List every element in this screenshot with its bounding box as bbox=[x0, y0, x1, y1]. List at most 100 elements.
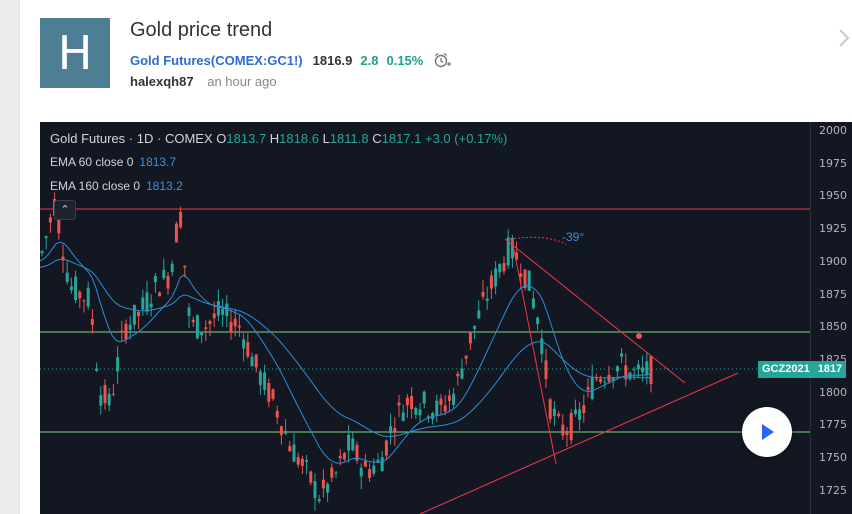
ema160-legend: EMA 160 close 0 1813.2 bbox=[50, 179, 183, 193]
collapse-legend-button[interactable]: ⌃ bbox=[54, 200, 76, 220]
candle-body bbox=[263, 372, 267, 390]
legend-symbol: Gold Futures bbox=[50, 131, 126, 146]
angle-label-1: -39° bbox=[562, 230, 585, 244]
alarm-clock-icon[interactable] bbox=[433, 51, 452, 69]
candle-body bbox=[200, 331, 204, 336]
candle-body bbox=[540, 338, 544, 354]
axis-tick-label: 1925 bbox=[819, 222, 847, 236]
candle-body bbox=[573, 409, 577, 415]
play-button[interactable] bbox=[742, 407, 792, 457]
candle-body bbox=[523, 269, 527, 289]
price-tag-symbol: GCZ2021 bbox=[762, 363, 810, 375]
axis-tick-label: 1725 bbox=[819, 483, 847, 497]
candle-body bbox=[544, 360, 548, 379]
candle-body bbox=[393, 427, 397, 433]
legend-change: +3.0 (+0.17%) bbox=[425, 131, 508, 146]
ema160-line bbox=[40, 258, 653, 438]
symbol-paren-close: ) bbox=[298, 52, 303, 68]
candle-body bbox=[95, 368, 99, 371]
candle-body bbox=[69, 286, 73, 291]
axis-tick-label: 1850 bbox=[819, 320, 847, 334]
candle-body bbox=[170, 263, 174, 273]
candle-body bbox=[405, 397, 409, 406]
candle-body bbox=[120, 330, 124, 333]
candle-body bbox=[641, 367, 645, 373]
candle-body bbox=[615, 366, 619, 372]
candle-body bbox=[548, 399, 552, 420]
ascending-trendline bbox=[419, 372, 739, 514]
candle-body bbox=[292, 444, 296, 462]
candle-body bbox=[620, 353, 624, 357]
candle-body bbox=[611, 378, 615, 381]
candle-body bbox=[103, 385, 107, 404]
candle-body bbox=[569, 413, 573, 441]
price-marker bbox=[636, 333, 642, 339]
candle-body bbox=[477, 310, 481, 319]
candle-body bbox=[208, 321, 212, 325]
candle-body bbox=[426, 416, 430, 419]
candle-body bbox=[229, 322, 233, 333]
candle-body bbox=[141, 297, 145, 310]
axis-tick-label: 1750 bbox=[819, 451, 847, 464]
candle-body bbox=[632, 369, 636, 371]
chart-legend: Gold Futures · 1D · COMEX O1813.7 H1818.… bbox=[50, 131, 507, 146]
candle-body bbox=[330, 467, 334, 478]
symbol-change: 2.8 bbox=[360, 52, 379, 68]
chevron-right-icon[interactable] bbox=[836, 24, 852, 52]
legend-open-key: O bbox=[216, 131, 227, 146]
candle-body bbox=[342, 452, 346, 460]
legend-low-key: L bbox=[322, 131, 330, 146]
candle-body bbox=[221, 308, 225, 315]
candle-body bbox=[519, 273, 523, 277]
candle-body bbox=[326, 483, 330, 493]
candle-body bbox=[195, 315, 199, 339]
author-link[interactable]: halexqh87 bbox=[130, 74, 194, 89]
candle-body bbox=[153, 275, 157, 282]
price-axis[interactable]: 2000 1975 1950 1925 1900 1875 1850 1825 1800 1775… bbox=[810, 122, 852, 514]
candle-body bbox=[271, 389, 275, 399]
candle-body bbox=[48, 217, 52, 223]
candle-body bbox=[158, 292, 162, 297]
candle-body bbox=[380, 457, 384, 472]
idea-title[interactable]: Gold price trend bbox=[130, 19, 273, 41]
candle-body bbox=[275, 410, 279, 418]
candle-body bbox=[578, 409, 582, 420]
candle-body bbox=[313, 481, 317, 499]
last-price-tag: GCZ2021 1817 bbox=[758, 361, 847, 378]
angle-drop-line bbox=[511, 239, 557, 465]
axis-tick-label: 2000 bbox=[819, 124, 847, 137]
candle-body bbox=[410, 396, 414, 410]
candle-body bbox=[498, 264, 502, 273]
candle-body bbox=[527, 270, 531, 291]
candle-body bbox=[317, 499, 321, 502]
candle-body bbox=[86, 287, 90, 307]
ema60-line bbox=[40, 241, 653, 464]
candle-body bbox=[536, 317, 540, 324]
author-avatar[interactable]: H bbox=[40, 18, 110, 88]
legend-close-value: 1817.1 bbox=[381, 131, 422, 146]
candle-body bbox=[78, 292, 82, 299]
candle-body bbox=[414, 407, 418, 415]
candle-body bbox=[473, 325, 477, 329]
candle-body bbox=[599, 378, 603, 383]
candle-body bbox=[489, 275, 493, 289]
chart-panel[interactable]: Gold Futures · 1D · COMEX O1813.7 H1818.… bbox=[40, 122, 852, 514]
angle-label: -39° bbox=[562, 230, 584, 244]
candle-body bbox=[510, 237, 514, 259]
candle-body bbox=[124, 323, 128, 340]
ema60-legend: EMA 60 close 0 1813.7 bbox=[50, 155, 176, 169]
descending-trendline bbox=[504, 238, 686, 384]
chart-canvas[interactable] bbox=[40, 122, 810, 514]
symbol-name-link[interactable]: Gold Futures bbox=[130, 52, 211, 68]
candle-body bbox=[233, 318, 237, 327]
legend-sep-2: · bbox=[157, 131, 162, 146]
candle-body bbox=[334, 472, 338, 474]
play-icon bbox=[762, 424, 774, 440]
candle-body bbox=[481, 291, 485, 297]
candle-body bbox=[99, 395, 103, 406]
ema60-label: EMA 60 close 0 bbox=[50, 155, 134, 169]
candle-body bbox=[368, 469, 372, 478]
left-panel-edge bbox=[0, 0, 20, 514]
symbol-code-link[interactable]: COMEX:GC1! bbox=[215, 52, 299, 68]
